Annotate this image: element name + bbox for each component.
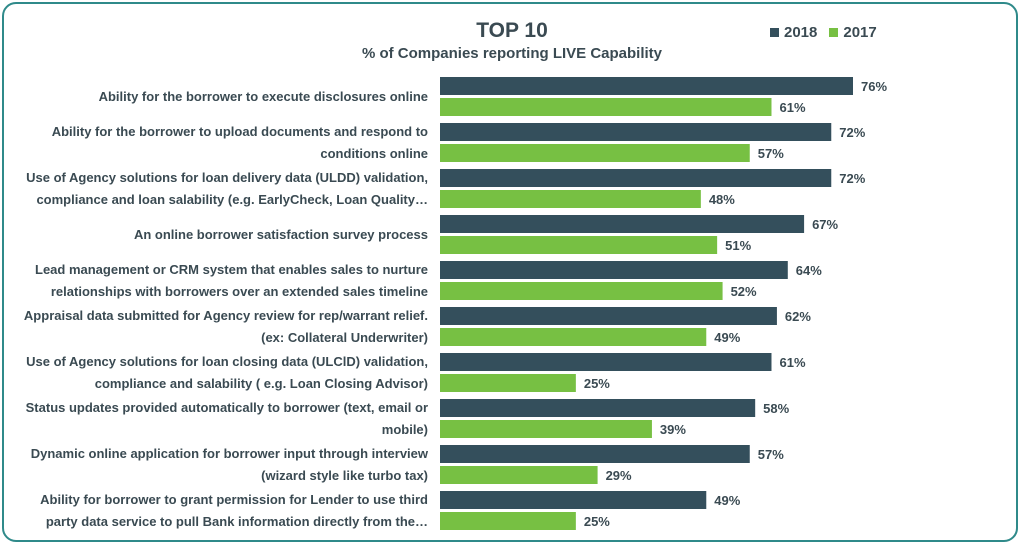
category-label-3: Use of Agency solutions for loan deliver… xyxy=(8,167,428,211)
bar-2017-9 xyxy=(440,466,598,484)
category-label-line: Appraisal data submitted for Agency revi… xyxy=(23,307,428,323)
bar-2017-1 xyxy=(440,98,772,116)
bar-2017-5 xyxy=(440,282,723,300)
category-label-2: Ability for the borrower to upload docum… xyxy=(8,121,428,165)
bar-2017-10 xyxy=(440,512,576,530)
category-label-line: Use of Agency solutions for loan deliver… xyxy=(26,169,428,185)
category-label-8: Status updates provided automatically to… xyxy=(8,397,428,441)
bar-2018-5 xyxy=(440,261,788,279)
bar-2017-8 xyxy=(440,420,652,438)
data-label-2017-7: 25% xyxy=(584,376,610,391)
bar-2017-2 xyxy=(440,144,750,162)
data-label-2018-6: 62% xyxy=(785,309,811,324)
data-label-2017-3: 48% xyxy=(709,192,735,207)
bar-2018-9 xyxy=(440,445,750,463)
legend: 2018 2017 xyxy=(770,24,889,41)
data-label-2018-8: 58% xyxy=(763,401,789,416)
legend-label-2018: 2018 xyxy=(784,24,818,41)
data-label-2017-6: 49% xyxy=(714,330,740,345)
category-label-line: mobile) xyxy=(381,421,428,437)
bar-2018-8 xyxy=(440,399,756,417)
legend-label-2017: 2017 xyxy=(843,24,877,41)
data-label-2018-10: 49% xyxy=(714,493,740,508)
data-label-2018-1: 76% xyxy=(861,79,887,94)
bar-2018-7 xyxy=(440,353,772,371)
legend-swatch-2017 xyxy=(829,28,839,37)
bar-2018-10 xyxy=(440,491,707,509)
category-label-1: Ability for the borrower to execute disc… xyxy=(8,86,428,108)
data-label-2017-9: 29% xyxy=(606,468,632,483)
category-label-4: An online borrower satisfaction survey p… xyxy=(8,224,428,246)
category-label-line: Ability for the borrower to upload docum… xyxy=(51,123,428,139)
category-label-line: compliance and loan salability (e.g. Ear… xyxy=(36,191,428,207)
category-label-9: Dynamic online application for borrower … xyxy=(8,443,428,487)
bar-2017-7 xyxy=(440,374,576,392)
bar-2018-3 xyxy=(440,169,832,187)
category-label-line: party data service to pull Bank informat… xyxy=(45,513,428,529)
category-label-line: Lead management or CRM system that enabl… xyxy=(35,261,428,277)
category-label-line: Ability for the borrower to execute disc… xyxy=(98,88,428,104)
bar-2018-1 xyxy=(440,77,853,95)
bar-2017-4 xyxy=(440,236,718,254)
data-label-2018-7: 61% xyxy=(779,355,805,370)
data-label-2018-3: 72% xyxy=(839,171,865,186)
category-label-line: compliance and salability ( e.g. Loan Cl… xyxy=(94,375,428,391)
legend-swatch-2018 xyxy=(770,28,779,37)
category-label-line: (wizard style like turbo tax) xyxy=(261,467,428,483)
category-label-6: Appraisal data submitted for Agency revi… xyxy=(8,305,428,349)
category-label-line: Ability for borrower to grant permission… xyxy=(40,491,428,507)
bar-2017-6 xyxy=(440,328,707,346)
category-label-line: (ex: Collateral Underwriter) xyxy=(261,329,428,345)
bar-2017-3 xyxy=(440,190,701,208)
category-label-line: relationships with borrowers over an ext… xyxy=(50,283,428,299)
bar-2018-2 xyxy=(440,123,832,141)
data-label-2018-5: 64% xyxy=(796,263,822,278)
legend-item-2017: 2017 xyxy=(829,24,877,41)
chart-title: TOP 10 xyxy=(476,19,548,42)
category-label-line: conditions online xyxy=(320,145,428,161)
data-label-2017-2: 57% xyxy=(758,146,784,161)
chart-subtitle: % of Companies reporting LIVE Capability xyxy=(361,45,663,62)
legend-item-2018: 2018 xyxy=(770,24,817,41)
data-label-2018-4: 67% xyxy=(812,217,838,232)
category-label-line: Use of Agency solutions for loan closing… xyxy=(26,353,428,369)
bar-2018-6 xyxy=(440,307,777,325)
data-label-2017-4: 51% xyxy=(725,238,751,253)
data-label-2017-1: 61% xyxy=(779,100,805,115)
bar-2018-4 xyxy=(440,215,805,233)
data-label-2018-2: 72% xyxy=(839,125,865,140)
category-label-7: Use of Agency solutions for loan closing… xyxy=(8,351,428,395)
category-label-line: An online borrower satisfaction survey p… xyxy=(133,226,428,242)
category-label-5: Lead management or CRM system that enabl… xyxy=(8,259,428,303)
category-label-line: Status updates provided automatically to… xyxy=(25,399,428,415)
data-label-2018-9: 57% xyxy=(758,447,784,462)
category-label-line: Dynamic online application for borrower … xyxy=(30,445,428,461)
data-label-2017-10: 25% xyxy=(584,514,610,529)
data-label-2017-8: 39% xyxy=(660,422,686,437)
category-label-10: Ability for borrower to grant permission… xyxy=(8,489,428,533)
data-label-2017-5: 52% xyxy=(731,284,757,299)
